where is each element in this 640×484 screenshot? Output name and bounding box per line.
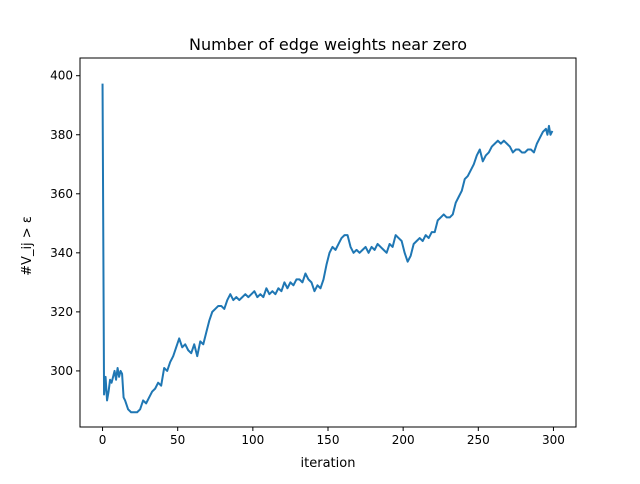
x-tick-label: 100 bbox=[241, 433, 264, 447]
y-axis-label: #V_ij > ε bbox=[20, 216, 35, 276]
x-tick-label: 50 bbox=[170, 433, 185, 447]
y-tick-label: 320 bbox=[50, 305, 73, 319]
x-tick-label: 250 bbox=[467, 433, 490, 447]
x-tick-label: 200 bbox=[392, 433, 415, 447]
y-tick-label: 360 bbox=[50, 187, 73, 201]
x-tick-label: 150 bbox=[317, 433, 340, 447]
x-axis-label: iteration bbox=[301, 456, 356, 471]
y-tick-label: 400 bbox=[50, 69, 73, 83]
plot-area: 0 50 100 150 200 250 300 300 320 340 360 380 400 bbox=[50, 57, 577, 447]
series-line-0 bbox=[101, 83, 554, 414]
y-tick-label: 300 bbox=[50, 364, 73, 378]
x-tick-label: 0 bbox=[99, 433, 107, 447]
chart-title: Number of edge weights near zero bbox=[189, 35, 467, 54]
y-tick-label: 380 bbox=[50, 128, 73, 142]
y-tick-label: 340 bbox=[50, 246, 73, 260]
x-tick-label: 300 bbox=[542, 433, 565, 447]
